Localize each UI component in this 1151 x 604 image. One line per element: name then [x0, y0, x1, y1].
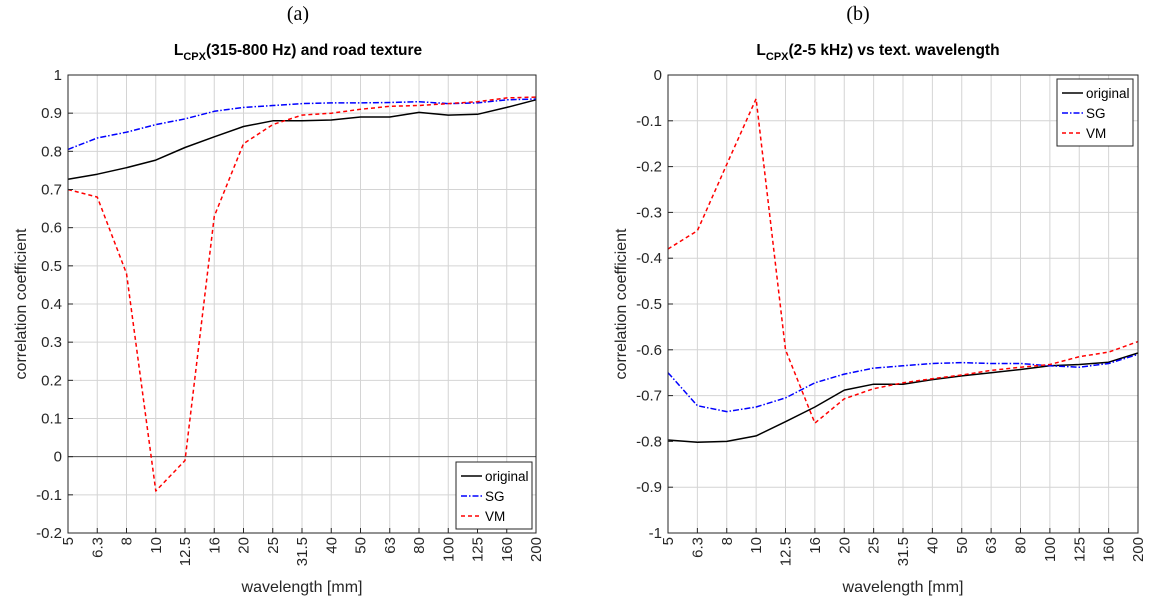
x-tick-label: 50: [353, 537, 370, 554]
series-line-vm: [67, 96, 537, 492]
x-tick-label: 20: [836, 537, 853, 554]
x-tick-label: 125: [470, 537, 487, 562]
x-tick-label: 160: [499, 537, 516, 562]
x-tick-label: 10: [748, 537, 765, 554]
y-tick-label: -0.1: [636, 113, 662, 130]
y-tick-label: -0.8: [636, 433, 662, 450]
legend-box-b: [1056, 78, 1134, 147]
x-tick-label: 25: [866, 537, 883, 554]
y-tick-label: -0.9: [636, 479, 662, 496]
x-tick-label: 80: [1013, 537, 1030, 554]
y-tick-label: -0.5: [636, 296, 662, 313]
x-tick-label: 16: [807, 537, 824, 554]
series-group-b: [667, 98, 1139, 444]
x-tick-label: 50: [954, 537, 971, 554]
x-tick-label: 160: [1101, 537, 1118, 562]
x-tick-label: 63: [382, 537, 399, 554]
y-tick-label: -0.2: [36, 525, 62, 542]
x-tick-label: 200: [1130, 537, 1147, 562]
series-group-a: [67, 96, 537, 492]
series-line-sg: [667, 353, 1139, 413]
x-axis-label-b: wavelength [mm]: [842, 579, 964, 596]
panel-label-a: (a): [287, 3, 309, 25]
y-tick-label: 0.5: [41, 258, 62, 275]
chart-title-a: LCPX(315-800 Hz) and road texture: [174, 42, 423, 63]
legend-label-vm: VM: [485, 509, 505, 524]
series-line-original: [667, 352, 1139, 444]
x-tick-label: 5: [60, 537, 77, 545]
y-axis-label-a: correlation coefficient: [13, 228, 30, 379]
chart-panel-a: (a) LCPX(315-800 Hz) and road texture -0…: [13, 3, 545, 596]
x-ticks-b: 5 6.3 8 10 12.5 16 20 25 31.5 40 50 63 80 100 125 160 20…: [660, 528, 1147, 566]
y-tick-label: 0: [54, 449, 62, 466]
x-tick-label: 63: [983, 537, 1000, 554]
y-tick-label: 0.9: [41, 105, 62, 122]
x-tick-label: 100: [440, 537, 457, 562]
x-tick-label: 5: [660, 537, 677, 545]
x-tick-label: 6.3: [89, 537, 106, 558]
legend-label-vm: VM: [1086, 126, 1106, 141]
legend-label-sg: SG: [485, 489, 505, 504]
x-tick-label: 40: [924, 537, 941, 554]
x-tick-label: 31.5: [895, 537, 912, 566]
x-tick-label: 12.5: [177, 537, 194, 566]
chart-panel-b: (b) LCPX(2-5 kHz) vs text. wavelength -1…: [613, 3, 1147, 596]
y-tick-label: -1: [649, 525, 662, 542]
x-tick-label: 8: [119, 537, 136, 545]
x-ticks-a: 5 6.3 8 10 12.5 16 20 25 31.5 40 50 63 80 100 125 160 20…: [60, 528, 545, 566]
y-tick-label: 0.2: [41, 372, 62, 389]
x-tick-label: 10: [148, 537, 165, 554]
legend-label-original: original: [485, 469, 529, 484]
y-tick-label: -0.6: [636, 342, 662, 359]
y-tick-label: 1: [54, 67, 62, 84]
legend-label-original: original: [1086, 86, 1130, 101]
x-tick-label: 100: [1042, 537, 1059, 562]
x-tick-label: 200: [528, 537, 545, 562]
y-ticks-b: -1 -0.9 -0.8 -0.7 -0.6 -0.5 -0.4 -0.3 -0.2 -0.1 0: [636, 67, 673, 542]
y-tick-label: -0.2: [636, 159, 662, 176]
legend-label-sg: SG: [1086, 106, 1106, 121]
y-tick-label: 0.3: [41, 334, 62, 351]
chart-title-b: LCPX(2-5 kHz) vs text. wavelength: [756, 42, 999, 63]
y-tick-label: -0.4: [636, 250, 662, 267]
x-tick-label: 125: [1071, 537, 1088, 562]
series-line-vm: [667, 98, 1139, 424]
x-tick-label: 80: [411, 537, 428, 554]
y-tick-label: 0.4: [41, 296, 62, 313]
y-tick-label: 0.8: [41, 143, 62, 160]
panel-label-b: (b): [846, 3, 869, 25]
x-tick-label: 12.5: [778, 537, 795, 566]
x-tick-label: 20: [236, 537, 253, 554]
y-tick-label: 0.6: [41, 220, 62, 237]
y-tick-label: 0.7: [41, 182, 62, 199]
legend-b: original SG VM: [1056, 78, 1134, 147]
x-tick-label: 40: [323, 537, 340, 554]
y-tick-label: -0.7: [636, 388, 662, 405]
x-axis-label-a: wavelength [mm]: [241, 579, 363, 596]
x-tick-label: 16: [206, 537, 223, 554]
y-tick-label: -0.3: [636, 204, 662, 221]
legend-box-a: [455, 461, 533, 530]
x-tick-label: 25: [265, 537, 282, 554]
x-tick-label: 31.5: [294, 537, 311, 566]
y-tick-label: -0.1: [36, 487, 62, 504]
y-tick-label: 0.1: [41, 411, 62, 428]
legend-a: original SG VM: [455, 461, 533, 530]
y-ticks-a: -0.2 -0.1 0 0.1 0.2 0.3 0.4 0.5 0.6 0.7 0.8 0.9 1: [36, 67, 73, 542]
y-tick-label: 0: [654, 67, 662, 84]
x-tick-label: 8: [719, 537, 736, 545]
y-axis-label-b: correlation coefficient: [613, 228, 630, 379]
series-line-original: [67, 99, 537, 180]
x-tick-label: 6.3: [689, 537, 706, 558]
